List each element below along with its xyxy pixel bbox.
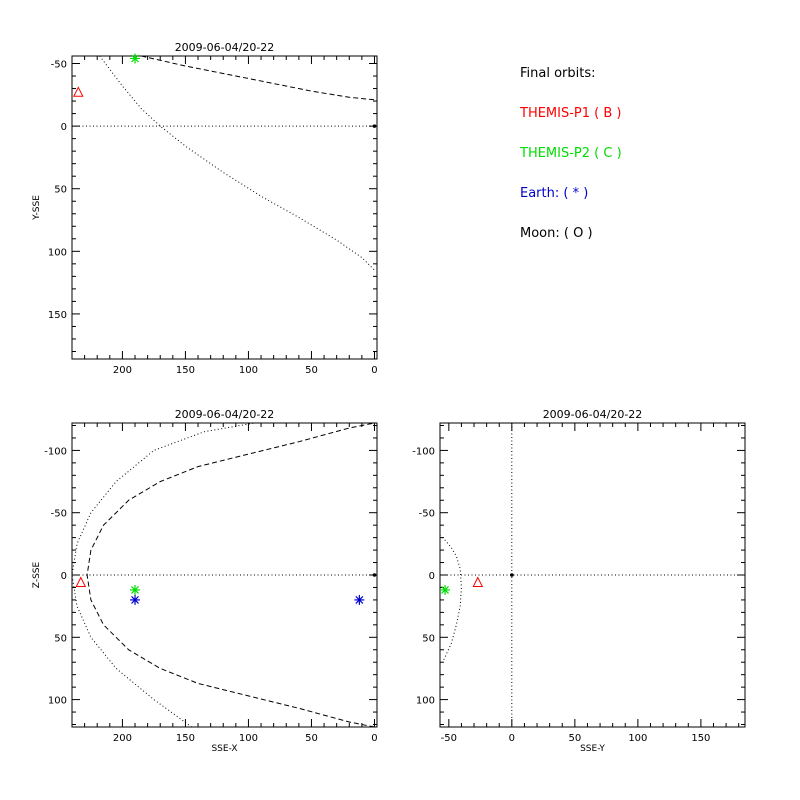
legend-item-earth: Earth: ( * ) (520, 186, 589, 201)
panel-1: 2009-06-04/20-22 Y-SSE 200 150 100 50 0 -50 0 50 1… (32, 41, 378, 376)
y-tick-label: -50 (51, 509, 67, 520)
themis-p1-marker (75, 576, 87, 587)
x-axis-label: SSE-Y (580, 744, 605, 754)
plot-curves (440, 423, 745, 727)
asterisk-stroke (131, 586, 139, 594)
plot-title: 2009-06-04/20-22 (543, 408, 643, 421)
x-tick-label: 0 (371, 733, 377, 744)
x-tick-label: 0 (371, 365, 377, 376)
x-axis-label: SSE-X (211, 744, 237, 754)
x-tick-label: 200 (113, 365, 132, 376)
themis-p2-marker (130, 584, 141, 595)
x-tick-label: -50 (441, 733, 457, 744)
legend-item-moon: Moon: ( O ) (520, 226, 593, 241)
earth-marker (510, 573, 514, 577)
y-tick-label: 50 (54, 185, 67, 196)
origin-marker (372, 573, 377, 577)
dotted-curve (440, 534, 462, 660)
legend-item-themis-p1: THEMIS-P1 ( B ) (520, 106, 622, 121)
earth-marker (372, 124, 377, 128)
x-tick-label: 150 (176, 733, 195, 744)
earth-marker (354, 594, 365, 605)
x-tick-label: 100 (628, 733, 647, 744)
plot-curves (72, 56, 377, 271)
y-tick-label: 150 (48, 310, 67, 321)
y-tick-label: 100 (48, 247, 67, 258)
y-tick-label: -50 (51, 60, 67, 71)
dashed-curve (86, 423, 375, 727)
x-tick-label: 150 (176, 365, 195, 376)
dotted-curve (72, 423, 255, 727)
y-tick-label: -100 (412, 446, 435, 457)
y-tick-label: 100 (416, 696, 435, 707)
y-tick-label: 100 (48, 696, 67, 707)
asterisk-stroke (441, 586, 449, 594)
x-tick-label: 50 (305, 733, 318, 744)
plot-title: 2009-06-04/20-22 (175, 41, 275, 54)
x-tick-label: 150 (691, 733, 710, 744)
x-tick-label: 100 (239, 733, 258, 744)
earth-marker (130, 594, 141, 605)
y-axis-label: Y-SSE (32, 195, 42, 221)
y-tick-label: -100 (44, 446, 67, 457)
y-tick-label: 0 (61, 571, 67, 582)
plot-title: 2009-06-04/20-22 (175, 408, 275, 421)
asterisk-stroke (131, 595, 139, 604)
themis-p2-marker (130, 53, 141, 64)
x-tick-label: 50 (568, 733, 581, 744)
x-tick-label: 100 (239, 365, 258, 376)
x-tick-label: 50 (305, 365, 318, 376)
x-tick-label: 0 (509, 733, 515, 744)
dashed-curve (141, 56, 375, 101)
themis-p1-marker (472, 576, 484, 587)
themis-p1-marker (72, 86, 84, 97)
y-tick-label: 50 (54, 633, 67, 644)
panel-3: 2009-06-04/20-22 SSE-Y -50 0 50 100 150 100 50 0 -… (412, 408, 746, 754)
y-tick-label: 0 (61, 122, 67, 133)
legend-heading: Final orbits: (520, 66, 596, 81)
asterisk-stroke (131, 54, 139, 63)
y-tick-label: -50 (419, 509, 435, 520)
y-axis-label: Z-SSE (32, 562, 42, 589)
plot-curves (72, 423, 377, 727)
y-tick-label: 50 (422, 633, 435, 644)
dotted-curve (99, 56, 375, 271)
asterisk-stroke (355, 595, 364, 604)
panel-2: 2009-06-04/20-22 SSE-X Z-SSE 200 150 100 50 0 10… (32, 408, 378, 754)
themis-p2-marker (440, 584, 451, 595)
legend-item-themis-p2: THEMIS-P2 ( C ) (520, 146, 622, 161)
x-tick-label: 200 (113, 733, 132, 744)
plot-frame (71, 55, 378, 360)
y-tick-label: 0 (429, 571, 435, 582)
